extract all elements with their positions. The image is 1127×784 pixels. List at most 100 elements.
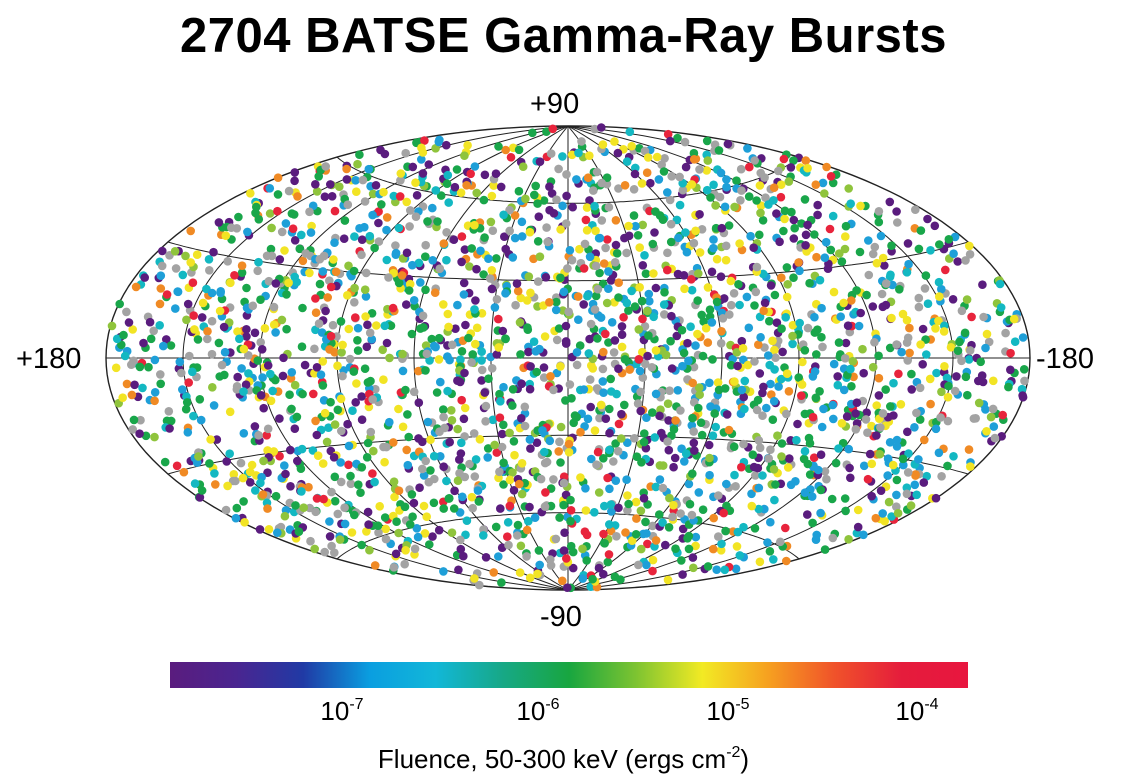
burst-point [348, 406, 357, 416]
burst-point [286, 445, 295, 455]
burst-point [448, 340, 457, 350]
burst-point [568, 547, 578, 557]
burst-point [566, 516, 575, 526]
burst-point [546, 372, 555, 381]
burst-point [638, 314, 647, 324]
burst-point [127, 360, 136, 370]
burst-point [363, 378, 373, 387]
burst-point [665, 493, 674, 503]
burst-point [173, 287, 183, 297]
burst-point [817, 303, 826, 313]
burst-point [670, 453, 680, 463]
burst-point [560, 528, 569, 537]
burst-point [620, 400, 629, 410]
burst-point [563, 264, 572, 273]
burst-point [605, 520, 614, 529]
burst-point [941, 265, 950, 275]
burst-point [587, 454, 596, 464]
burst-point [282, 324, 291, 334]
burst-point [943, 461, 952, 471]
burst-point [518, 162, 528, 171]
burst-point [421, 366, 430, 375]
burst-point [409, 498, 419, 508]
burst-point [346, 471, 355, 481]
burst-point [737, 462, 746, 472]
burst-point [903, 468, 913, 477]
burst-point [290, 424, 300, 434]
burst-point [233, 327, 242, 336]
burst-point [733, 527, 743, 537]
burst-point [641, 517, 650, 527]
burst-point [520, 402, 530, 412]
burst-point [600, 501, 609, 511]
burst-point [643, 539, 652, 549]
burst-point [414, 366, 423, 376]
burst-point [227, 223, 236, 232]
burst-point [344, 261, 353, 271]
burst-point [920, 435, 929, 445]
burst-point [986, 412, 996, 422]
burst-point [490, 440, 500, 450]
burst-point [367, 335, 377, 344]
burst-point [698, 505, 708, 514]
burst-point [789, 156, 798, 165]
burst-point [716, 339, 726, 348]
burst-point [531, 347, 541, 356]
burst-point [385, 353, 394, 363]
burst-point [772, 318, 782, 328]
burst-point [555, 437, 564, 447]
burst-point [719, 508, 728, 518]
burst-point [184, 378, 193, 387]
burst-point [470, 162, 480, 171]
burst-point [552, 195, 561, 204]
burst-point [1009, 314, 1019, 324]
burst-point [499, 480, 508, 489]
burst-point [488, 415, 498, 425]
burst-point [457, 395, 467, 405]
burst-point [498, 326, 508, 336]
burst-point [842, 412, 852, 421]
burst-point [1020, 376, 1029, 386]
burst-point [735, 239, 744, 248]
burst-point [459, 278, 469, 288]
burst-point [902, 338, 912, 347]
burst-point [977, 371, 987, 380]
burst-point [431, 144, 440, 153]
burst-point [354, 480, 363, 490]
burst-point [271, 279, 281, 288]
burst-point [734, 280, 743, 289]
burst-point [754, 436, 764, 445]
burst-point [546, 149, 556, 158]
burst-point [346, 479, 356, 489]
burst-point [381, 524, 391, 534]
burst-point [1006, 348, 1015, 358]
burst-point [434, 525, 444, 535]
burst-point [677, 325, 687, 335]
burst-point [918, 324, 928, 334]
burst-point [916, 226, 926, 235]
burst-point [156, 370, 165, 379]
burst-point [322, 437, 332, 447]
burst-point [800, 446, 810, 456]
burst-point [814, 465, 823, 475]
burst-point [155, 299, 165, 309]
burst-point [535, 157, 545, 166]
burst-point [517, 489, 527, 499]
burst-point [731, 482, 740, 491]
burst-point [944, 235, 954, 244]
burst-point [209, 401, 219, 410]
burst-point [405, 279, 415, 289]
burst-point [136, 415, 145, 425]
burst-point [273, 528, 282, 537]
burst-point [712, 254, 722, 264]
burst-point [926, 246, 935, 255]
burst-point [458, 492, 467, 502]
burst-point [503, 518, 513, 527]
burst-point [966, 462, 975, 471]
burst-point [352, 187, 361, 196]
burst-point [464, 333, 473, 343]
burst-point [642, 560, 651, 570]
burst-point [409, 296, 419, 305]
burst-point [955, 337, 964, 347]
burst-point [631, 497, 641, 507]
